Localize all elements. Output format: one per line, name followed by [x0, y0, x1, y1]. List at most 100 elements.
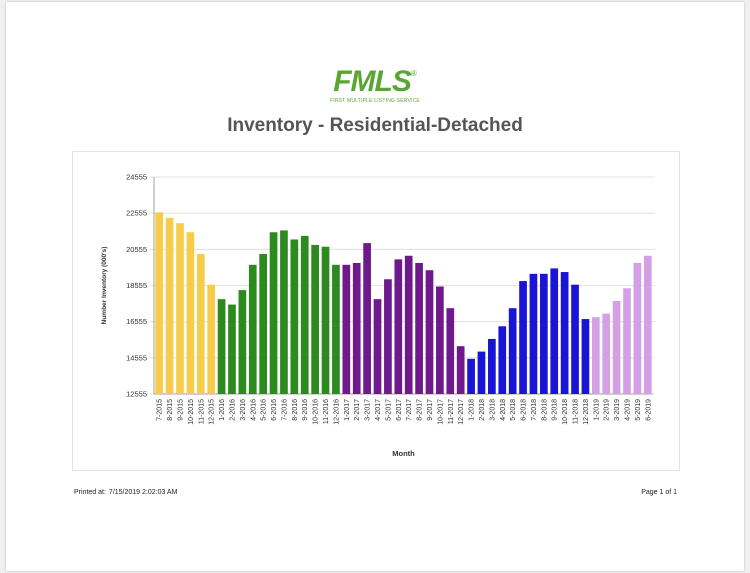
bar: [550, 268, 559, 394]
bar: [176, 223, 184, 394]
x-tick-label: 12-2016: [333, 399, 340, 425]
x-tick-label: 7-2017: [406, 399, 413, 421]
x-tick-label: 10-2017: [437, 399, 444, 425]
bar: [508, 308, 517, 394]
printed-timestamp: 7/15/2019 2:02:03 AM: [108, 489, 178, 496]
x-tick-label: 12-2015: [209, 399, 216, 425]
y-tick-label: 14555: [126, 353, 147, 362]
bar: [300, 235, 309, 394]
x-tick-label: 8-2018: [541, 399, 548, 421]
x-tick-label: 9-2015: [177, 399, 184, 421]
x-tick-label: 3-2018: [489, 399, 496, 421]
bar: [280, 230, 288, 394]
bar: [332, 264, 340, 394]
bar: [155, 212, 164, 394]
bar: [612, 300, 621, 394]
bar: [290, 239, 299, 394]
bar: [269, 232, 278, 394]
x-tick-label: 10-2016: [313, 399, 320, 425]
x-tick-label: 5-2019: [635, 399, 642, 421]
x-tick-label: 7-2018: [531, 399, 538, 421]
bar: [248, 264, 257, 394]
x-tick-label: 12-2018: [583, 399, 590, 425]
bar: [352, 262, 361, 394]
page-number: Page 1 of 1: [641, 489, 677, 496]
bar: [321, 246, 330, 394]
bar: [186, 232, 195, 394]
inventory-bar-chart: 12555 14555 16555 18555 20555 22555 24555 7-201…: [101, 173, 655, 458]
bar: [633, 262, 642, 394]
x-tick-label: 7-2015: [157, 399, 164, 421]
bar: [394, 259, 403, 394]
bar: [196, 253, 205, 394]
bar: [165, 217, 174, 394]
x-tick-label: 5-2016: [261, 399, 268, 421]
y-tick-label: 20555: [126, 245, 147, 254]
logo-subtitle: FIRST MULTIPLE LISTING SERVICE: [330, 98, 420, 104]
x-tick-label: 1-2016: [219, 399, 226, 421]
bar: [581, 319, 590, 394]
x-tick-label: 4-2016: [250, 399, 257, 421]
x-tick-label: 8-2016: [292, 399, 299, 421]
bar: [456, 346, 465, 394]
x-tick-label: 1-2018: [469, 399, 476, 421]
bar: [488, 338, 496, 394]
x-tick-label: 9-2016: [302, 399, 309, 421]
bar: [404, 255, 413, 394]
registered-mark: ®: [410, 69, 417, 78]
x-tick-label: 4-2018: [500, 399, 507, 421]
bar: [560, 272, 569, 394]
x-tick-label: 6-2019: [645, 399, 652, 421]
x-tick-label: 11-2018: [573, 399, 580, 424]
bar: [373, 299, 382, 394]
report-title: Inventory - Residential-Detached: [227, 115, 523, 136]
bar: [342, 264, 351, 394]
chart-panel: 12555 14555 16555 18555 20555 22555 24555 7-201…: [72, 151, 680, 471]
bar: [519, 281, 527, 394]
x-tick-label: 3-2019: [614, 399, 621, 421]
x-tick-label: 2-2017: [354, 399, 361, 421]
x-tick-label: 6-2017: [396, 399, 403, 421]
x-tick-label: 2-2016: [229, 399, 236, 421]
bar: [571, 284, 579, 394]
x-tick-label: 4-2019: [625, 399, 632, 421]
bar: [467, 358, 475, 394]
x-tick-label: 6-2016: [271, 399, 278, 421]
y-tick-label: 24555: [126, 173, 147, 182]
bar: [363, 243, 371, 394]
bar: [498, 326, 507, 394]
x-tick-label: 5-2017: [385, 399, 392, 421]
bar: [529, 273, 538, 394]
y-tick-label: 22555: [126, 209, 147, 218]
x-tick-label: 11-2016: [323, 399, 330, 424]
x-tick-label: 2-2019: [604, 399, 611, 421]
y-tick-label: 12555: [126, 390, 147, 399]
y-tick-label: 16555: [126, 317, 147, 326]
y-axis-title: Number Inventory (000's): [101, 247, 108, 325]
printed-at: Printed at: 7/15/2019 2:02:03 AM: [74, 489, 180, 496]
bar: [207, 284, 216, 394]
x-tick-label: 3-2016: [240, 399, 247, 421]
x-tick-label: 9-2017: [427, 399, 434, 421]
bar: [446, 308, 455, 394]
bar: [602, 313, 611, 394]
x-tick-label: 8-2017: [417, 399, 424, 421]
y-tick-label: 18555: [126, 281, 147, 290]
bar: [259, 253, 268, 394]
bar: [415, 262, 423, 394]
x-tick-label: 6-2018: [521, 399, 528, 421]
printed-label: Printed at:: [74, 489, 106, 496]
logo-wordmark: FMLS: [333, 65, 412, 98]
fmls-logo: FMLS®: [0, 67, 750, 97]
bar: [238, 290, 247, 394]
x-tick-label: 11-2017: [448, 399, 455, 424]
bar: [217, 299, 226, 394]
x-tick-label: 1-2019: [593, 399, 600, 421]
x-tick-label: 5-2018: [510, 399, 517, 421]
x-tick-label: 10-2018: [562, 399, 569, 425]
x-tick-label: 3-2017: [365, 399, 372, 421]
x-tick-label: 12-2017: [458, 399, 465, 425]
bar: [311, 244, 319, 394]
bar: [539, 273, 548, 394]
x-tick-label: 9-2018: [552, 399, 559, 421]
